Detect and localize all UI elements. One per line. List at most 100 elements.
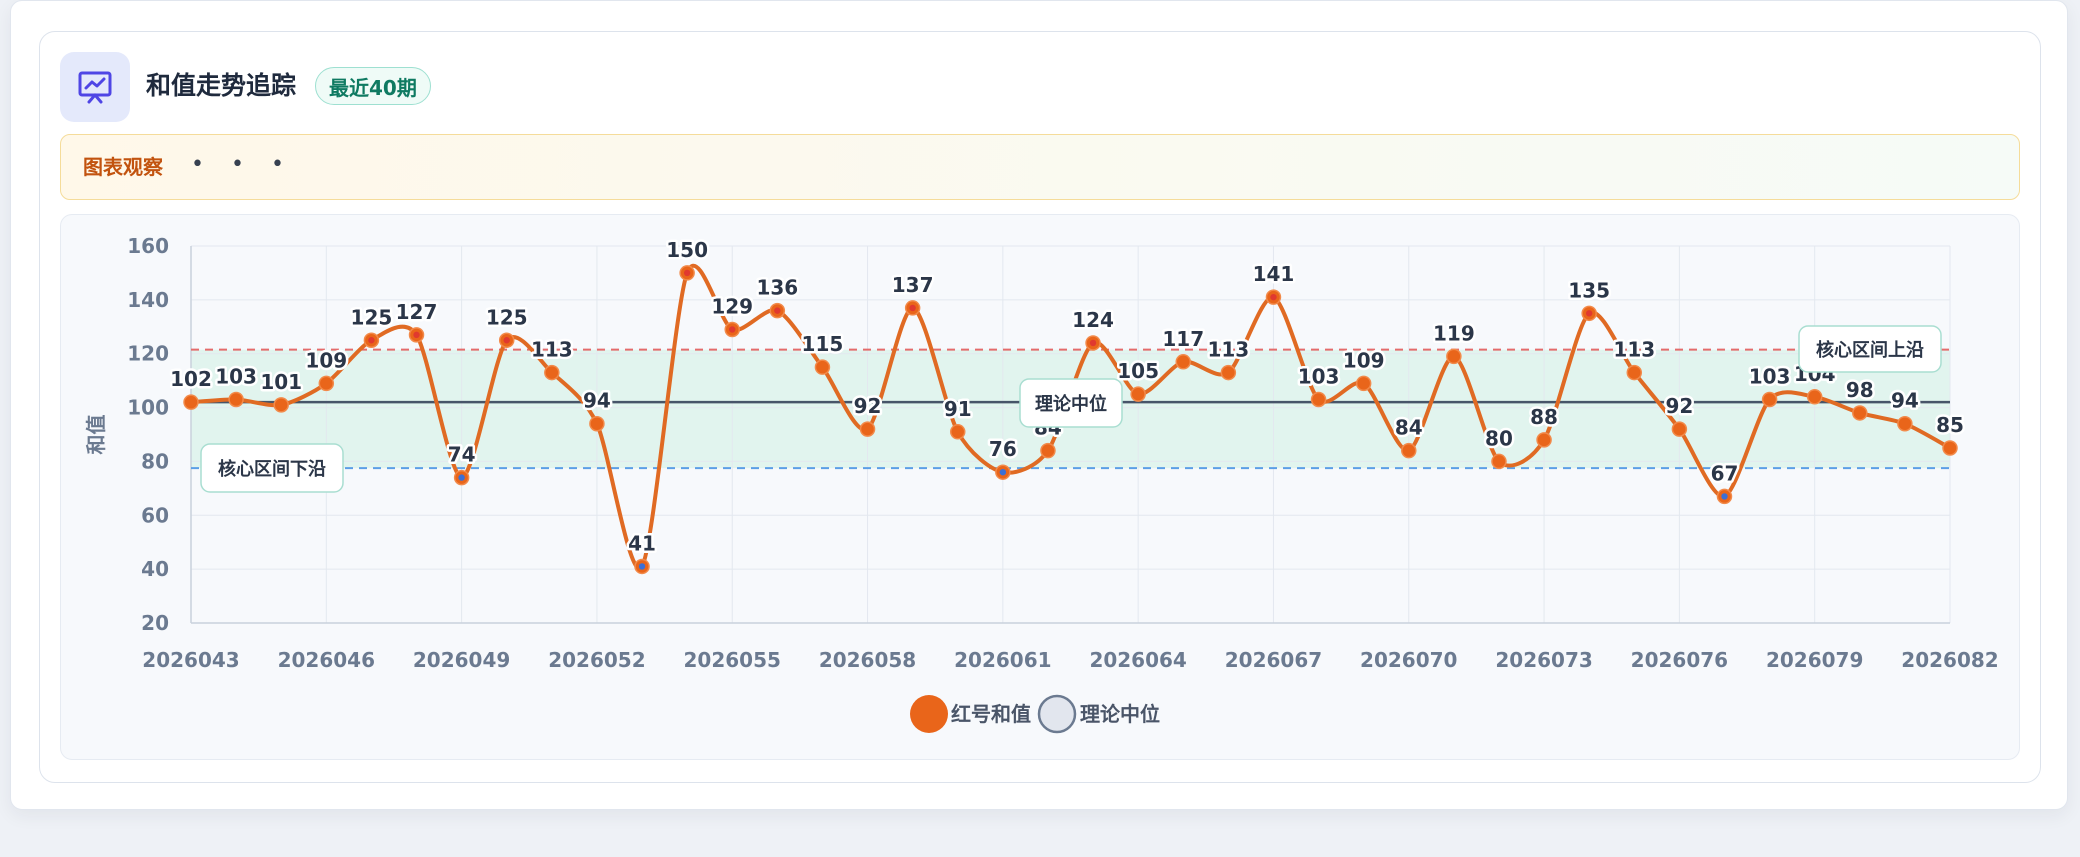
data-label: 101 [260, 370, 302, 394]
chart-panel [60, 214, 2020, 760]
data-point-marker [638, 563, 646, 570]
data-label: 141 [1253, 262, 1295, 286]
data-point-marker [774, 307, 781, 314]
x-tick-label: 2026064 [1089, 648, 1186, 672]
data-label: 117 [1162, 327, 1204, 351]
x-tick-label: 2026052 [548, 648, 645, 672]
y-tick-label: 60 [141, 503, 169, 527]
data-point [183, 394, 199, 410]
data-label: 80 [1485, 426, 1513, 450]
data-point-marker [413, 331, 420, 339]
x-tick-label: 2026067 [1225, 648, 1322, 672]
annotation-upper-box [1798, 325, 1942, 373]
annotation-median-box [1019, 378, 1123, 428]
data-point-marker [503, 337, 510, 344]
data-point [1536, 432, 1552, 448]
legend-label-median: 理论中位 [1080, 702, 1160, 726]
data-label: 124 [1072, 308, 1114, 332]
data-label: 84 [1395, 416, 1423, 440]
chart-presentation-icon [60, 52, 130, 122]
x-tick-label: 2026058 [819, 648, 916, 672]
data-point [1852, 405, 1868, 421]
x-tick-label: 2026070 [1360, 648, 1457, 672]
data-label: 127 [396, 300, 438, 324]
data-label: 103 [1298, 364, 1340, 388]
data-label: 102 [170, 367, 212, 391]
data-point-marker [909, 304, 916, 312]
data-label: 113 [1207, 338, 1249, 362]
data-point [1942, 440, 1958, 456]
data-label: 150 [666, 238, 708, 262]
data-label: 91 [944, 397, 972, 421]
observation-bar[interactable]: 图表观察 • • • [60, 134, 2020, 200]
data-point-marker [368, 337, 375, 344]
data-label: 98 [1846, 378, 1874, 402]
data-point [1897, 415, 1913, 432]
y-tick-label: 100 [127, 396, 169, 420]
data-point-marker [1270, 293, 1277, 301]
data-point [859, 421, 876, 437]
data-point [1130, 386, 1146, 402]
period-badge: 最近40期 [315, 67, 431, 105]
data-point [1626, 364, 1643, 381]
data-point [1040, 442, 1056, 459]
legend-swatch-sum [910, 695, 948, 733]
data-point [544, 364, 560, 381]
annotation-lower: 核心区间下沿 [218, 458, 326, 480]
data-point-marker [1721, 493, 1728, 500]
data-label: 105 [1117, 359, 1159, 383]
data-label: 125 [486, 305, 528, 329]
data-label: 136 [756, 276, 798, 300]
data-label: 92 [854, 394, 882, 418]
y-axis-title: 和值 [84, 415, 108, 455]
legend-swatch-median [1037, 694, 1077, 734]
observation-label: 图表观察 [83, 155, 163, 179]
data-point [1446, 348, 1462, 365]
data-point [949, 424, 966, 440]
data-label: 115 [802, 332, 844, 356]
data-label: 74 [448, 443, 476, 467]
y-tick-label: 40 [141, 557, 169, 581]
data-point-marker [1089, 339, 1097, 347]
data-label: 92 [1665, 394, 1693, 418]
data-label: 137 [892, 273, 934, 297]
data-point-marker [458, 474, 465, 481]
data-label: 103 [1749, 364, 1791, 388]
data-label: 103 [215, 364, 257, 388]
x-tick-label: 2026082 [1901, 648, 1998, 672]
data-label: 113 [1613, 338, 1655, 362]
data-point-marker [1585, 310, 1593, 317]
annotation-median: 理论中位 [1035, 393, 1107, 415]
data-label: 94 [1891, 389, 1919, 413]
y-tick-label: 20 [141, 611, 169, 635]
more-dots-icon[interactable]: • • • [191, 152, 294, 177]
data-label: 76 [989, 437, 1017, 461]
data-label: 119 [1433, 321, 1475, 345]
data-label: 135 [1568, 278, 1610, 302]
data-point [1355, 375, 1372, 392]
data-point [1671, 421, 1688, 437]
x-tick-label: 2026076 [1631, 648, 1728, 672]
data-label: 109 [305, 348, 347, 372]
y-tick-label: 120 [127, 342, 169, 366]
y-tick-label: 140 [127, 288, 169, 312]
data-point [1401, 442, 1417, 459]
data-label: 41 [628, 531, 656, 555]
data-point [228, 391, 244, 408]
page-title: 和值走势追踪 [146, 71, 297, 100]
x-tick-label: 2026079 [1766, 648, 1863, 672]
data-point [1175, 354, 1192, 370]
y-tick-label: 80 [141, 449, 169, 473]
annotation-lower-box [200, 443, 344, 493]
x-tick-label: 2026046 [278, 648, 375, 672]
data-point-marker [729, 326, 736, 333]
data-point [1491, 453, 1507, 470]
data-label: 88 [1530, 405, 1558, 429]
data-label: 113 [531, 338, 573, 362]
x-tick-label: 2026049 [413, 648, 510, 672]
data-point [1806, 389, 1823, 405]
data-point [1310, 391, 1327, 408]
data-label: 125 [351, 305, 393, 329]
y-tick-label: 160 [127, 234, 169, 258]
